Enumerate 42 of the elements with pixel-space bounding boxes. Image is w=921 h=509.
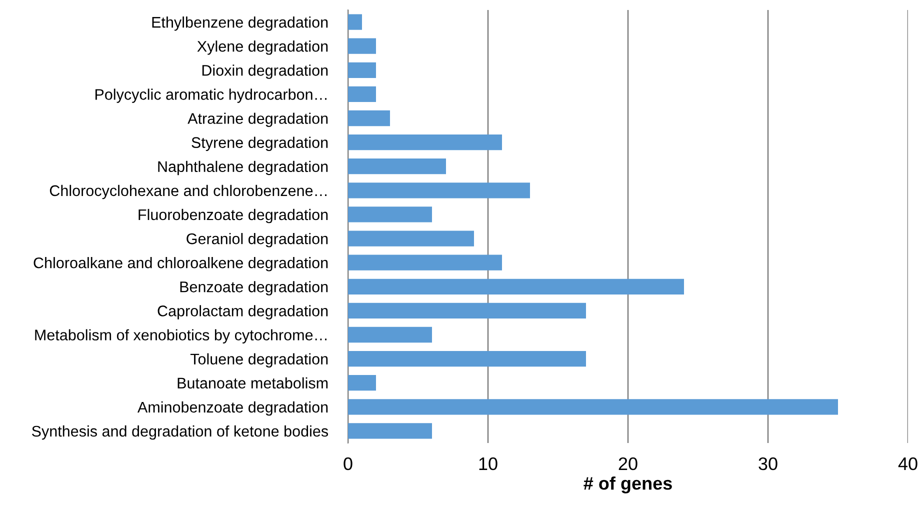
bar bbox=[348, 375, 376, 391]
bar bbox=[348, 134, 502, 150]
y-tick-label: Polycyclic aromatic hydrocarbon… bbox=[95, 88, 326, 103]
y-tick-label: Xylene degradation bbox=[197, 40, 328, 55]
y-tick-label: Fluorobenzoate degradation bbox=[138, 208, 328, 224]
x-tick-label: 20 bbox=[618, 457, 638, 470]
y-tick-label: Chlorocyclohexane and chlorobenzene… bbox=[50, 184, 326, 200]
y-tick-label: Caprolactam degradation bbox=[158, 305, 328, 320]
y-tick-label: Toluene degradation bbox=[190, 353, 328, 368]
x-tick-label: 0 bbox=[344, 457, 352, 470]
y-tick-label: Ethylbenzene degradation bbox=[152, 16, 328, 31]
y-tick-label: Chloroalkane and chloroalkene degradation bbox=[34, 257, 328, 272]
y-tick-label: Synthesis and degradation of ketone bodies bbox=[32, 425, 328, 440]
y-tick-label: Geraniol degradation bbox=[186, 232, 328, 248]
bar bbox=[348, 38, 376, 54]
bar bbox=[348, 206, 432, 222]
y-tick-label: Naphthalene degradation bbox=[158, 160, 328, 176]
bar bbox=[348, 230, 474, 246]
bar bbox=[348, 278, 684, 294]
bar bbox=[348, 110, 390, 126]
bar bbox=[348, 62, 376, 78]
bar bbox=[348, 350, 586, 367]
y-tick-label: Butanoate metabolism bbox=[178, 377, 328, 389]
y-tick-label: Metabolism of xenobiotics by cytochrome… bbox=[35, 329, 326, 344]
bar bbox=[348, 14, 362, 30]
bar bbox=[348, 182, 530, 198]
y-tick-label: Atrazine degradation bbox=[188, 112, 328, 127]
bar bbox=[348, 86, 376, 102]
bar bbox=[348, 423, 432, 439]
x-tick-label: 10 bbox=[479, 457, 498, 470]
y-tick-label: Benzoate degradation bbox=[180, 281, 328, 296]
y-tick-label: Styrene degradation bbox=[192, 136, 328, 152]
y-tick-label: Aminobenzoate degradation bbox=[137, 401, 328, 416]
x-axis-title: # of genes bbox=[584, 476, 672, 494]
bar bbox=[348, 326, 432, 343]
bar bbox=[348, 254, 502, 270]
y-tick-label: Dioxin degradation bbox=[202, 64, 328, 79]
bar bbox=[348, 302, 586, 319]
bar bbox=[348, 399, 838, 415]
bar bbox=[348, 158, 446, 174]
x-tick-label: 30 bbox=[758, 457, 778, 470]
x-tick-label: 40 bbox=[898, 457, 918, 470]
